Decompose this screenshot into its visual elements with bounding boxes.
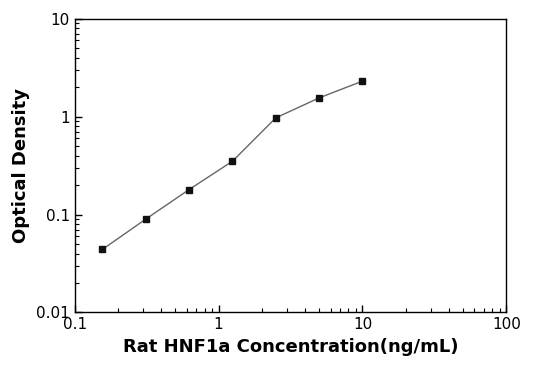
X-axis label: Rat HNF1a Concentration(ng/mL): Rat HNF1a Concentration(ng/mL) (123, 338, 458, 356)
Y-axis label: Optical Density: Optical Density (12, 88, 30, 243)
